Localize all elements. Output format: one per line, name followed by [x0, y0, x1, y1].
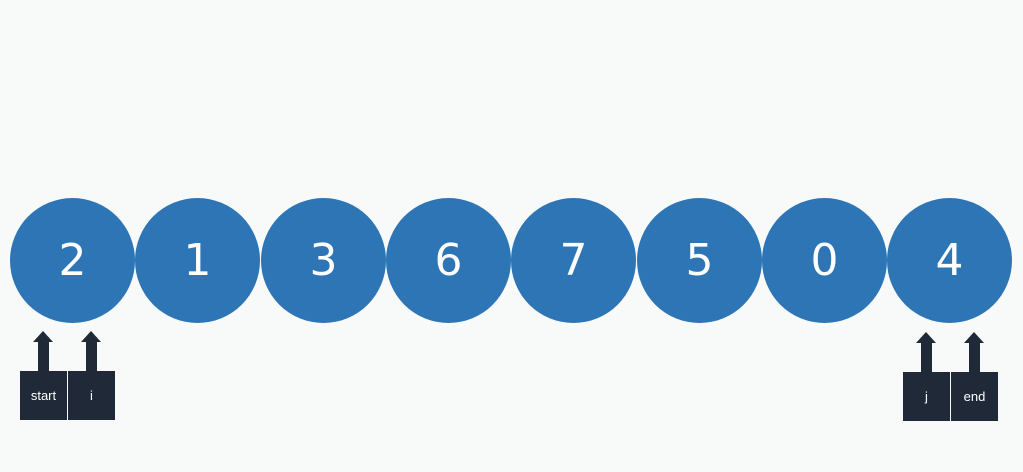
array-node: 5: [637, 198, 762, 323]
pointer-start: start: [20, 331, 67, 420]
array-node-value: 7: [559, 234, 588, 286]
array-node-value: 0: [810, 234, 839, 286]
up-arrow-icon: [20, 331, 67, 371]
array-node: 4: [887, 198, 1012, 323]
up-arrow-icon: [68, 331, 115, 371]
array-node-value: 5: [685, 234, 714, 286]
pointer-i-label: i: [68, 371, 115, 420]
array-node: 3: [261, 198, 386, 323]
pointer-end: end: [951, 332, 998, 421]
array-node: 7: [511, 198, 636, 323]
array-node: 2: [10, 198, 135, 323]
pointer-i: i: [68, 331, 115, 420]
array-node-value: 3: [309, 234, 338, 286]
array-node-value: 4: [935, 234, 964, 286]
pointer-end-label: end: [951, 372, 998, 421]
pointer-start-label: start: [20, 371, 67, 420]
array-node: 6: [386, 198, 511, 323]
array-node-value: 2: [58, 234, 87, 286]
up-arrow-icon: [951, 332, 998, 372]
pointer-j-label: j: [903, 372, 950, 421]
up-arrow-icon: [903, 332, 950, 372]
array-node: 0: [762, 198, 887, 323]
array-node: 1: [135, 198, 260, 323]
pointer-j: j: [903, 332, 950, 421]
array-node-value: 6: [434, 234, 463, 286]
array-node-value: 1: [183, 234, 212, 286]
